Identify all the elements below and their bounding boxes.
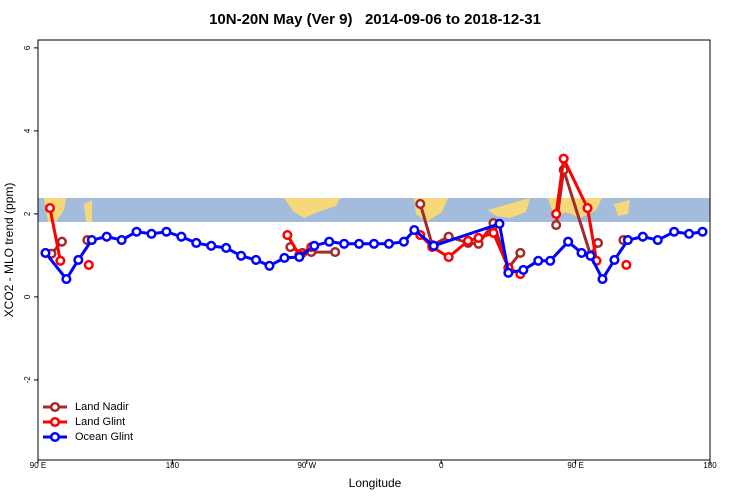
point: [503, 267, 514, 278]
point: [415, 198, 426, 209]
point: [443, 252, 454, 263]
chart-title: 10N-20N May (Ver 9) 2014-09-06 to 2018-1…: [209, 11, 541, 28]
point: [101, 231, 112, 242]
point: [279, 252, 290, 263]
point: [86, 234, 97, 246]
legend-label: Land Glint: [75, 416, 125, 428]
point: [330, 247, 341, 258]
point: [354, 238, 365, 249]
legend: Land Nadir Land Glint Ocean Glint: [43, 401, 133, 443]
point: [669, 226, 680, 237]
point: [533, 255, 544, 266]
x-tick-label: 90 W: [297, 461, 316, 470]
point: [597, 274, 608, 285]
point: [324, 236, 335, 247]
point: [637, 231, 648, 242]
point: [176, 231, 187, 242]
y-tick-label: -2: [23, 376, 32, 384]
legend-marker: [49, 401, 61, 413]
map-band: [38, 198, 710, 222]
point: [285, 242, 296, 253]
legend-label: Land Nadir: [75, 401, 129, 413]
point: [563, 236, 574, 247]
point: [339, 238, 350, 249]
y-tick-label: 0: [23, 294, 32, 299]
point: [409, 225, 420, 236]
x-tick-label: 90 E: [30, 461, 46, 470]
point: [56, 236, 67, 247]
point: [264, 260, 275, 271]
point: [191, 237, 202, 248]
point: [592, 237, 604, 248]
point: [250, 254, 262, 266]
point: [383, 238, 394, 249]
x-tick-label: 180: [703, 461, 717, 470]
x-axis-label: Longitude: [349, 476, 402, 490]
point: [545, 255, 556, 266]
point: [558, 153, 569, 164]
legend-marker: [49, 431, 61, 443]
point: [73, 254, 84, 266]
series-line: [44, 221, 703, 283]
point: [83, 259, 94, 270]
point: [44, 203, 55, 214]
point: [55, 255, 66, 266]
point: [398, 236, 409, 247]
point: [282, 230, 293, 241]
point: [146, 228, 157, 239]
point: [494, 218, 505, 229]
point: [684, 228, 695, 239]
x-tick-label: 90 E: [567, 461, 583, 470]
point: [551, 220, 562, 231]
point: [161, 226, 172, 237]
point: [473, 232, 484, 244]
point: [221, 242, 232, 253]
y-tick-label: 6: [23, 45, 32, 50]
point: [518, 264, 529, 275]
legend-marker: [49, 416, 61, 428]
point: [515, 247, 526, 258]
x-tick-label: 180: [166, 461, 180, 470]
point: [61, 274, 72, 285]
point: [582, 203, 593, 214]
point: [309, 240, 320, 251]
y-tick-label: 2: [23, 211, 32, 216]
point: [621, 259, 632, 270]
x-tick-label: 0: [439, 461, 444, 470]
point: [622, 234, 633, 246]
point: [131, 226, 142, 237]
point: [368, 238, 380, 249]
point: [236, 250, 247, 261]
point: [697, 226, 708, 237]
point: [551, 208, 562, 219]
point: [428, 240, 439, 251]
point: [294, 252, 305, 263]
legend-label: Ocean Glint: [75, 431, 133, 443]
point: [40, 247, 51, 258]
point: [576, 247, 587, 258]
y-tick-label: 4: [23, 128, 32, 133]
plot-frame: [37, 39, 711, 461]
point: [585, 250, 596, 261]
y-axis-label: XCO2 - MLO trend (ppm): [2, 183, 16, 318]
point: [609, 254, 620, 266]
point: [206, 240, 217, 251]
point: [463, 235, 474, 246]
point: [488, 227, 499, 239]
point: [652, 234, 663, 246]
point: [116, 234, 127, 246]
